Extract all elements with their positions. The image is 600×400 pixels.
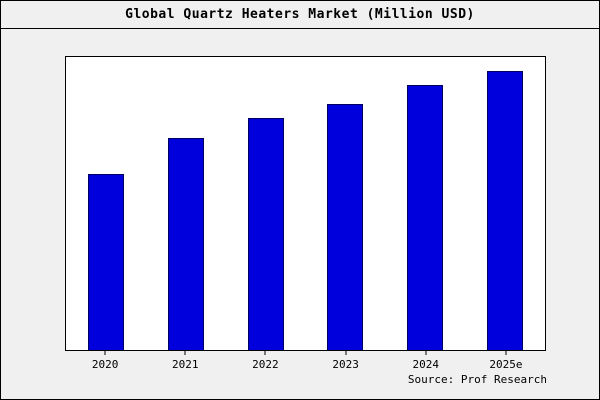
x-tick-label-2022: 2022 xyxy=(252,358,279,371)
plot-area xyxy=(65,56,546,351)
x-tick-2022 xyxy=(264,351,266,355)
x-tick-2021 xyxy=(184,351,186,355)
bar-2020 xyxy=(87,174,124,350)
bar-2022 xyxy=(247,118,284,350)
bar-2025e xyxy=(487,70,524,350)
x-tick-2024 xyxy=(425,351,427,355)
x-tick-2025e xyxy=(505,351,507,355)
source-text: Source: Prof Research xyxy=(407,373,547,386)
x-tick-2023 xyxy=(345,351,347,355)
title-divider xyxy=(1,28,599,29)
x-tick-label-2020: 2020 xyxy=(91,358,119,371)
x-tick-2020 xyxy=(104,351,106,355)
x-tick-label-2025e: 2025e xyxy=(489,358,523,371)
bar-2024 xyxy=(407,84,444,350)
bar-series xyxy=(66,57,545,350)
bar-2023 xyxy=(327,104,364,350)
x-tick-label-2021: 2021 xyxy=(172,358,199,371)
chart-title: Global Quartz Heaters Market (Million US… xyxy=(125,7,475,22)
bar-2021 xyxy=(167,137,204,350)
x-tick-label-2024: 2024 xyxy=(412,358,440,371)
x-tick-label-2023: 2023 xyxy=(332,358,359,371)
